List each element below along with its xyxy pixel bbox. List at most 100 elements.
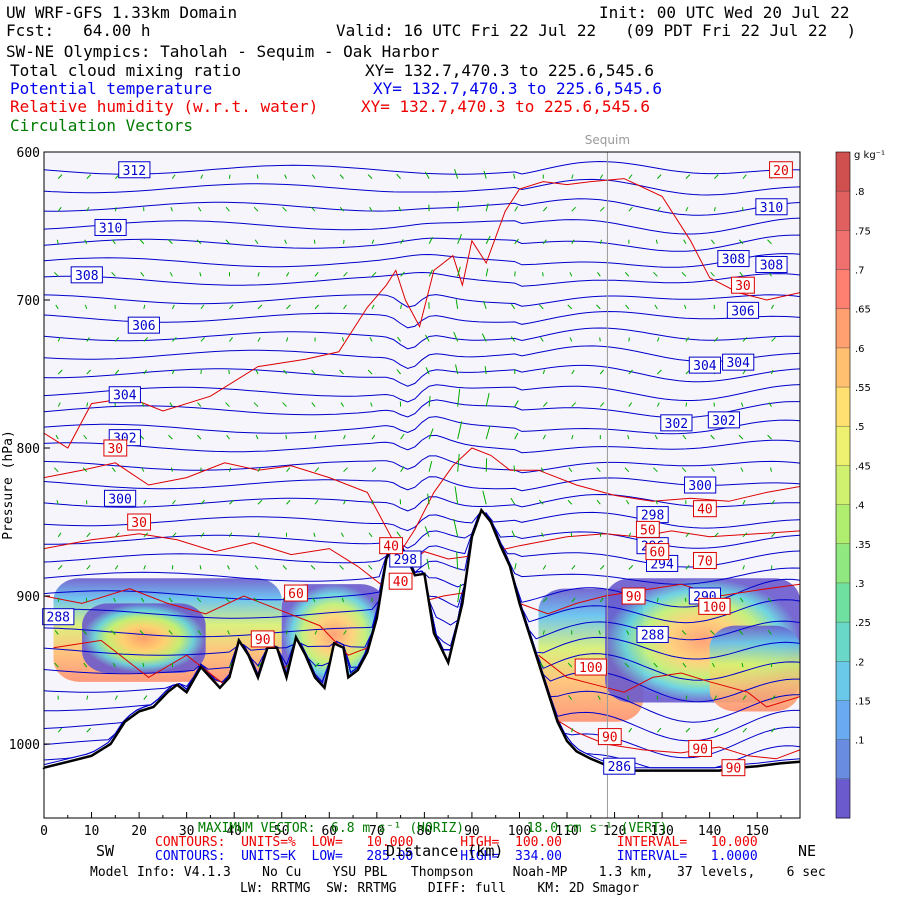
vector-arrow <box>229 304 234 310</box>
terrain-fill <box>44 510 800 818</box>
vector-arrow <box>368 564 373 570</box>
vector-arrow <box>683 239 687 245</box>
theta-label: 308 <box>760 258 783 273</box>
field-cloud-xy: XY= 132.7,470.3 to 225.6,545.6 <box>365 61 654 80</box>
rh-label-box <box>721 759 746 777</box>
vector-arrow <box>339 206 344 212</box>
vector-arrow <box>286 499 291 505</box>
rh-label: 90 <box>692 742 708 757</box>
vector-arrow <box>681 271 687 277</box>
vector-arrow <box>740 402 744 407</box>
rh-label-box <box>621 587 646 605</box>
vector-arrow <box>454 486 459 505</box>
vector-arrow <box>628 565 634 570</box>
colorbar-swatch <box>836 622 850 662</box>
rh-label-box <box>103 439 128 457</box>
vector-arrow <box>200 532 205 538</box>
x-tick-label: 30 <box>179 824 195 839</box>
vector-arrow <box>656 597 659 603</box>
x-tick-label: 0 <box>40 824 48 839</box>
vector-arrow <box>172 337 177 342</box>
vector-arrow <box>681 630 687 635</box>
x-tick-label: 50 <box>274 824 290 839</box>
vector-arrow <box>656 402 660 407</box>
vector-arrow <box>599 174 604 179</box>
vector-arrow <box>371 467 377 473</box>
theta-label-box <box>103 489 137 507</box>
rh-label: 100 <box>579 661 602 676</box>
x-tick-label: 100 <box>508 824 531 839</box>
vector-arrow <box>286 337 289 342</box>
vector-arrow <box>57 369 63 375</box>
vector-arrow <box>457 201 460 212</box>
vector-arrow <box>168 239 173 245</box>
vector-arrow <box>424 526 430 537</box>
vector-arrow <box>656 337 660 342</box>
vector-arrow <box>310 206 316 212</box>
theta-contour <box>44 234 800 252</box>
vector-arrow <box>767 239 772 245</box>
vector-arrow <box>682 662 687 668</box>
x-tick-label: 140 <box>698 824 721 839</box>
colorbar-tick-label: .4 <box>855 501 865 512</box>
vector-arrow <box>227 630 230 635</box>
vector-arrow <box>114 207 117 212</box>
theta-label-box <box>42 608 75 626</box>
vector-arrow <box>628 206 633 212</box>
theta-contour <box>44 512 800 585</box>
vector-arrow <box>57 565 63 570</box>
vector-arrow <box>343 500 346 505</box>
vector-arrow <box>511 530 516 538</box>
vector-arrow <box>371 304 375 310</box>
theta-contour <box>44 455 800 474</box>
vector-arrow <box>311 369 316 375</box>
vector-arrow <box>197 630 202 635</box>
vector-arrow <box>485 268 489 277</box>
potential-temperature-contours <box>44 160 800 769</box>
colorbar-swatch <box>836 426 850 466</box>
vector-arrow <box>483 170 487 179</box>
vector-arrow <box>657 369 662 375</box>
theta-contour <box>44 345 800 370</box>
vector-arrow <box>771 369 774 375</box>
vector-arrow <box>168 630 173 635</box>
rh-label-box <box>635 520 660 538</box>
vector-arrow <box>714 532 719 538</box>
vector-arrow <box>457 584 462 603</box>
theta-label-box <box>684 476 717 494</box>
theta-label-box <box>94 218 127 236</box>
vector-arrow <box>83 662 88 668</box>
theta-contour <box>44 493 800 512</box>
vector-arrow <box>200 174 204 179</box>
vector-arrow <box>513 465 516 472</box>
vector-arrow <box>312 597 316 603</box>
vector-arrow <box>542 564 547 570</box>
forecast-hour: Fcst: 64.00 h <box>6 21 151 40</box>
vector-arrow <box>767 434 772 440</box>
vector-arrow <box>626 630 630 635</box>
colorbar-tick-label: .65 <box>855 305 871 316</box>
vector-arrow <box>428 461 433 472</box>
vector-arrow <box>341 337 345 342</box>
vector-arrow <box>457 234 462 244</box>
vector-arrow <box>285 630 288 635</box>
vector-arrow <box>257 272 260 277</box>
x-tick-label: 80 <box>417 824 433 839</box>
theta-label: 308 <box>722 253 745 268</box>
vector-arrow <box>114 337 120 342</box>
vector-arrow <box>339 369 344 375</box>
theta-label-box <box>108 386 141 404</box>
valid-time: Valid: 16 UTC Fri 22 Jul 22 (09 PDT Fri … <box>336 21 857 40</box>
vector-arrow <box>457 388 461 407</box>
vector-arrow <box>571 434 574 440</box>
vector-arrow <box>742 500 746 505</box>
vector-arrow <box>257 467 261 472</box>
rh-contour-info: CONTOURS: UNITS=% LOW= 10.000 HIGH= 100.… <box>155 835 758 850</box>
vector-arrow <box>539 304 544 310</box>
theta-label-box <box>726 301 760 319</box>
theta-contour <box>44 198 800 216</box>
x-tick-label: 130 <box>650 824 673 839</box>
vector-arrow <box>457 266 461 277</box>
vector-arrow <box>340 402 344 407</box>
theta-label: 306 <box>132 319 155 334</box>
